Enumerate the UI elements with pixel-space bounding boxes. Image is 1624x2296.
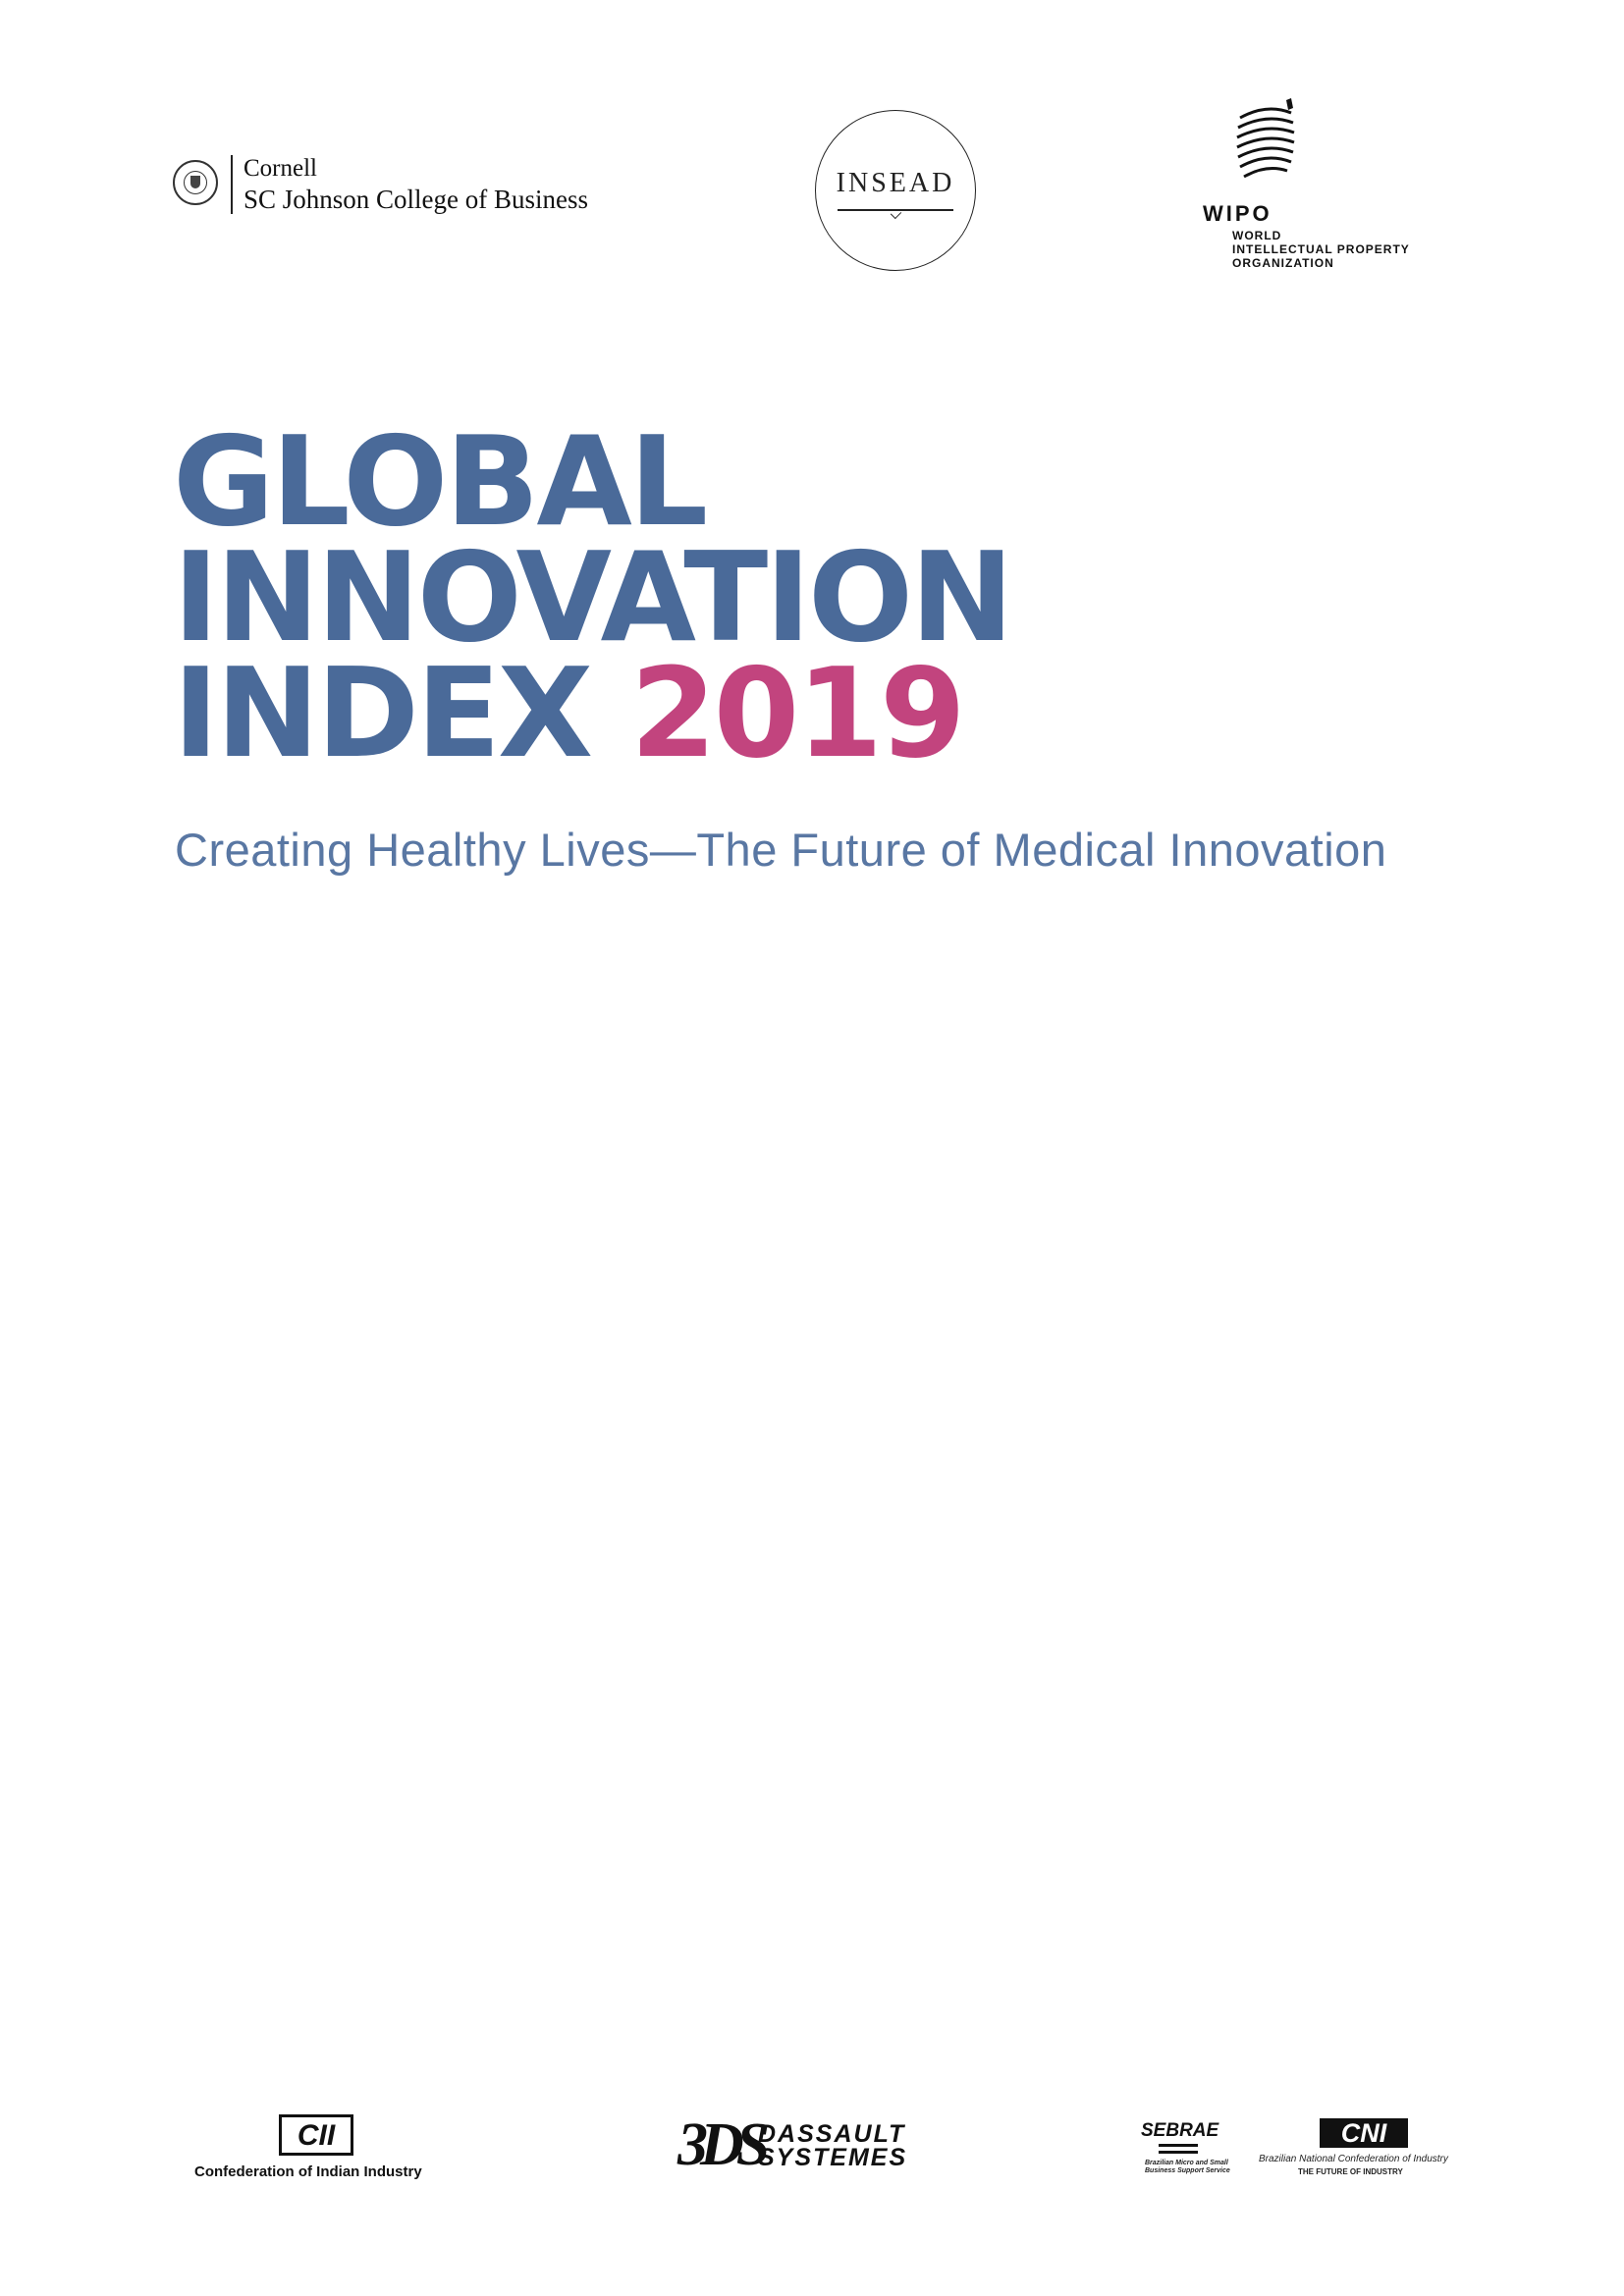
cii-caption: Confederation of Indian Industry <box>194 2163 422 2180</box>
report-title: GLOBAL INNOVATION INDEX 2019 <box>173 409 1449 785</box>
dassault-mark-icon: 3DS <box>677 2111 770 2178</box>
report-subtitle: Creating Healthy Lives—The Future of Med… <box>175 824 1387 876</box>
cni-logo: CNI Brazilian National Confederation of … <box>1259 2118 1475 2187</box>
sebrae-logo: SEBRAE Brazilian Micro and Small Busines… <box>1141 2120 1239 2189</box>
sebrae-bars-icon <box>1159 2144 1198 2154</box>
cii-mark: CII <box>279 2114 353 2156</box>
insead-rule <box>838 209 953 211</box>
insead-name: INSEAD <box>836 168 955 198</box>
sebrae-name: SEBRAE <box>1141 2120 1219 2141</box>
title-line-global: GLOBAL <box>173 409 708 554</box>
logo-divider <box>231 155 233 214</box>
wipo-name: WIPO <box>1203 201 1272 226</box>
cornell-seal-icon <box>173 160 218 205</box>
sebrae-caption: Brazilian Micro and Small Business Suppo… <box>1145 2160 1230 2174</box>
cornell-name: Cornell <box>244 155 317 182</box>
dassault-name: DASSAULT <box>758 2120 906 2148</box>
wipo-org-name: WORLD INTELLECTUAL PROPERTY ORGANIZATION <box>1232 229 1410 270</box>
title-year: 2019 <box>630 641 966 785</box>
dassault-systemes-logo: 3DS DASSAULT SYSTEMES <box>677 2110 933 2179</box>
insead-logo: INSEAD <box>815 110 976 271</box>
wipo-logo: WIPO WORLD INTELLECTUAL PROPERTY ORGANIZ… <box>1203 98 1458 275</box>
title-line-index: INDEX 2019 <box>173 641 966 785</box>
cni-tagline: THE FUTURE OF INDUSTRY <box>1298 2167 1403 2176</box>
cornell-logo: Cornell SC Johnson College of Business <box>173 155 664 214</box>
cornell-college: SC Johnson College of Business <box>244 185 589 214</box>
systemes-name: SYSTEMES <box>758 2144 908 2171</box>
cii-logo: CII Confederation of Indian Industry <box>194 2114 450 2180</box>
star-of-life-molecule-image <box>406 1009 1243 1916</box>
cni-mark: CNI <box>1320 2118 1408 2148</box>
wipo-emblem-icon <box>1236 98 1295 179</box>
title-line-innovation: INNOVATION <box>173 525 1014 669</box>
cni-caption: Brazilian National Confederation of Indu… <box>1259 2154 1448 2164</box>
